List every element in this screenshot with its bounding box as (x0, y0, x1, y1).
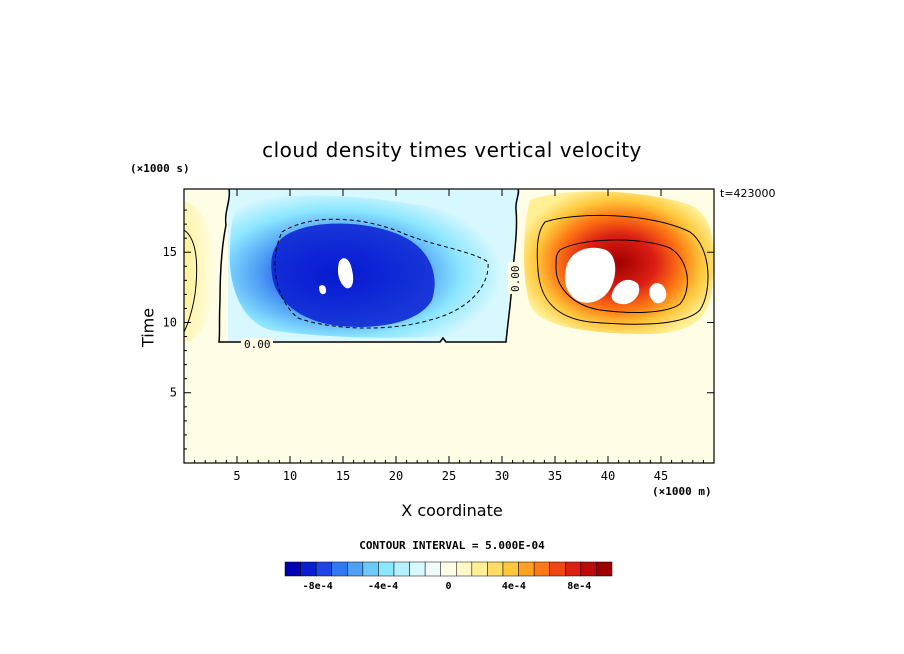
colorbar-swatch-0 (284, 561, 301, 577)
x-tick-label-8: 45 (654, 469, 668, 483)
colorbar-swatch-5 (362, 561, 379, 577)
y-tick-label-0: 5 (170, 386, 177, 400)
colorbar-swatch-16 (533, 561, 550, 577)
positive-region (524, 191, 714, 335)
colorbar-tick-label-0: -8e-4 (303, 581, 333, 592)
colorbar-swatch-8 (409, 561, 426, 577)
y-unit-label: (×1000 s) (130, 162, 190, 175)
colorbar-swatch-15 (518, 561, 535, 577)
colorbar-swatch-11 (456, 561, 473, 577)
contour-interval-label: CONTOUR INTERVAL = 5.000E-04 (359, 539, 545, 552)
x-ticks: 5 10 15 20 25 30 35 40 45 (194, 189, 704, 483)
zero-contour-label-1: 0.00 (244, 338, 271, 351)
colorbar-swatch-10 (440, 561, 457, 577)
zero-label-2-bg (508, 262, 522, 294)
y-ticks: 5 10 15 (163, 209, 714, 450)
colorbar-tick-label-4: 8e-4 (567, 581, 591, 592)
colorbar-swatch-18 (565, 561, 582, 577)
time-annotation: t=423000 (720, 187, 776, 200)
colorbar-tick-label-1: -4e-4 (368, 581, 398, 592)
chart-title: cloud density times vertical velocity (262, 138, 642, 162)
colorbar-swatch-20 (596, 561, 613, 577)
negative-clipped-core-small (319, 285, 327, 295)
positive-clipped-core-2 (611, 279, 640, 305)
negative-min-contour (274, 218, 489, 329)
colorbar-swatch-1 (300, 561, 317, 577)
positive-outer-contour (536, 214, 709, 325)
zero-contour-left-edge (184, 229, 198, 333)
positive-clipped-core (564, 247, 616, 303)
y-tick-label-1: 10 (163, 315, 177, 329)
colorbar-swatch-6 (378, 561, 395, 577)
colorbar-swatch-7 (393, 561, 410, 577)
colorbar-tick-label-2: 0 (445, 581, 451, 592)
colorbar-tick-label-3: 4e-4 (502, 581, 526, 592)
x-unit-label: (×1000 m) (652, 485, 712, 498)
x-tick-label-1: 10 (283, 469, 297, 483)
colorbar-swatch-3 (331, 561, 348, 577)
colorbar: -8e-4 -4e-4 0 4e-4 8e-4 (284, 561, 613, 592)
y-tick-label-2: 15 (163, 245, 177, 259)
x-tick-label-4: 25 (442, 469, 456, 483)
zero-label-1-bg (241, 338, 273, 350)
colorbar-swatch-12 (471, 561, 488, 577)
x-tick-label-0: 5 (233, 469, 240, 483)
x-axis-label: X coordinate (401, 501, 503, 520)
zero-contour-label-2: 0.00 (509, 266, 522, 293)
x-tick-label-5: 30 (495, 469, 509, 483)
left-edge-positive-region (184, 202, 216, 342)
colorbar-swatch-2 (315, 561, 332, 577)
colorbar-swatch-4 (347, 561, 364, 577)
zero-contour-negative (218, 189, 520, 343)
positive-inner-contour (555, 239, 688, 313)
x-tick-label-7: 40 (601, 469, 615, 483)
colorbar-swatch-17 (549, 561, 566, 577)
x-tick-label-2: 15 (336, 469, 350, 483)
colorbar-swatch-13 (487, 561, 504, 577)
colorbar-swatch-14 (502, 561, 519, 577)
colorbar-swatch-19 (580, 561, 597, 577)
negative-clipped-core (337, 258, 354, 289)
x-tick-label-3: 20 (389, 469, 403, 483)
positive-clipped-core-3 (649, 283, 667, 304)
colorbar-swatch-9 (424, 561, 441, 577)
x-tick-label-6: 35 (548, 469, 562, 483)
